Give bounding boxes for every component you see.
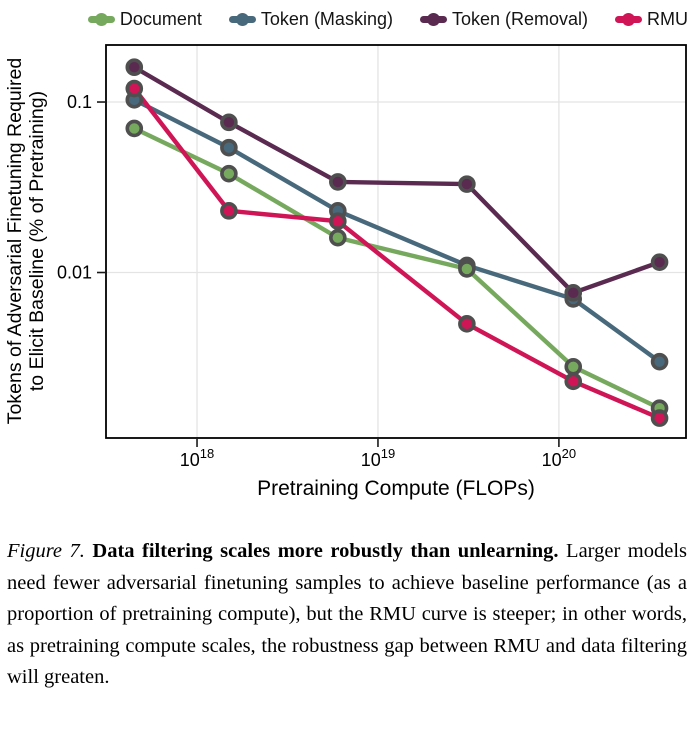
figure-number: Figure 7. bbox=[7, 540, 85, 562]
data-point bbox=[564, 284, 583, 302]
data-point bbox=[220, 113, 238, 132]
legend-item-document: Document bbox=[87, 9, 202, 29]
data-point bbox=[564, 372, 583, 391]
data-point bbox=[650, 253, 669, 271]
y-tick-label: 0.01 bbox=[57, 263, 92, 283]
legend-label: Document bbox=[119, 9, 202, 29]
x-tick-label: 1020 bbox=[542, 446, 577, 470]
caption-body: Larger models need fewer adversarial fin… bbox=[7, 540, 688, 688]
series-line-token-removal bbox=[132, 65, 662, 296]
data-point bbox=[329, 228, 347, 247]
chart-legend: Document Token (Masking) Token (Removal)… bbox=[0, 0, 694, 34]
y-tick-label: 0.1 bbox=[67, 92, 92, 112]
plot-border bbox=[105, 44, 687, 439]
data-point bbox=[458, 260, 476, 278]
line-dot-marker-icon bbox=[228, 12, 256, 27]
x-tick-label: 1019 bbox=[361, 446, 396, 470]
legend-item-token-removal: Token (Removal) bbox=[419, 9, 588, 29]
data-point bbox=[220, 164, 238, 183]
line-dot-marker-icon bbox=[615, 12, 642, 27]
y-axis-title-line2: to Elicit Baseline (% of Pretraining) bbox=[26, 91, 48, 391]
axis-ticks: 1018 1019 1020 0.1 0.01 bbox=[57, 92, 576, 470]
data-point bbox=[650, 409, 669, 427]
legend-label: Token (Masking) bbox=[260, 9, 393, 29]
plot-frame bbox=[105, 44, 687, 439]
x-axis-title: Pretraining Compute (FLOPs) bbox=[257, 477, 535, 500]
line-dot-marker-icon bbox=[419, 12, 447, 27]
series-line-document bbox=[132, 126, 662, 411]
data-point bbox=[458, 175, 476, 193]
data-point bbox=[329, 173, 347, 191]
data-point bbox=[564, 357, 583, 376]
figure-caption: Figure 7. Data filtering scales more rob… bbox=[7, 536, 687, 694]
legend-label: RMU bbox=[647, 9, 688, 29]
data-point bbox=[125, 58, 144, 77]
series-line-rmu bbox=[132, 86, 662, 421]
data-point bbox=[125, 79, 144, 98]
data-point bbox=[125, 119, 144, 138]
legend-label: Token (Removal) bbox=[451, 9, 588, 29]
data-point bbox=[650, 352, 669, 371]
legend-item-token-masking: Token (Masking) bbox=[228, 9, 393, 29]
data-point bbox=[458, 315, 476, 333]
line-dot-marker-icon bbox=[87, 12, 115, 27]
data-point bbox=[329, 212, 347, 230]
caption-bold-title: Data filtering scales more robustly than… bbox=[92, 540, 559, 562]
x-tick-label: 1018 bbox=[180, 446, 215, 470]
legend-item-rmu: RMU bbox=[615, 10, 688, 28]
data-point bbox=[220, 202, 238, 220]
series-line-token-masking bbox=[132, 97, 662, 364]
line-chart: 1018 1019 1020 0.1 0.01 Pretraining Compute … bbox=[4, 44, 687, 500]
grid-layer bbox=[106, 45, 686, 438]
series-layer bbox=[125, 58, 669, 427]
y-axis-title-line1: Tokens of Adversarial Finetuning Require… bbox=[4, 58, 26, 424]
data-point bbox=[220, 138, 238, 157]
